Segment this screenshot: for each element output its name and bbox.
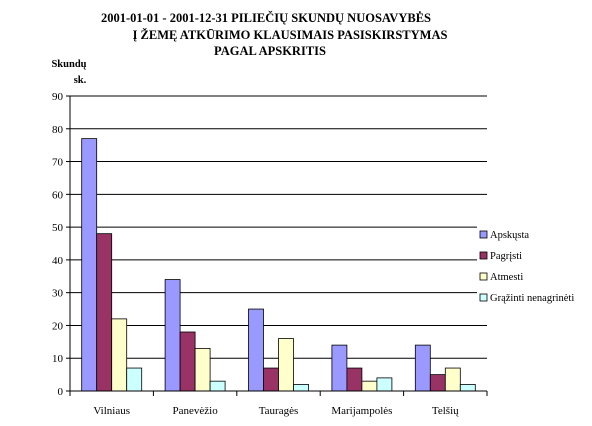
x-category-label: Vilniaus <box>93 405 130 417</box>
bar-3-3 <box>278 338 294 392</box>
x-axis-categories: Vilniaus Panevėžio Tauragės Marijampolės Tel… <box>69 391 488 417</box>
y-tick-label: 20 <box>52 320 64 332</box>
gridlines <box>70 95 487 359</box>
axes <box>69 96 487 392</box>
y-tick-label: 80 <box>52 124 64 136</box>
x-category-label: Marijampolės <box>331 405 392 417</box>
legend-swatch <box>479 293 488 302</box>
bar-4-5 <box>459 384 476 392</box>
legend-label: Grąžinti nenagrinėti <box>490 293 574 304</box>
bar-2-2 <box>179 331 196 392</box>
bar-4-1 <box>126 367 143 392</box>
legend-label: Apskųsta <box>490 230 529 241</box>
bar-3-2 <box>194 347 211 392</box>
bar-1-4 <box>331 344 348 392</box>
chart-title-line-2: Į ŽEMĘ ATKŪRIMO KLAUSIMAIS PASISKIRSTYMA… <box>133 28 448 42</box>
y-tick-label: 10 <box>52 353 64 365</box>
x-category-label: Panevėžio <box>172 405 218 417</box>
chart-title: 2001-01-01 - 2001-12-31 PILIEČIŲ SKUNDŲ … <box>101 11 447 58</box>
y-tick-label: 30 <box>52 288 64 300</box>
bar-2-4 <box>346 367 363 392</box>
y-tick-label: 0 <box>58 386 64 398</box>
y-axis-label-line-2: sk. <box>74 75 87 86</box>
bar-2-5 <box>429 374 446 392</box>
y-tick-label: 50 <box>52 222 64 234</box>
legend-swatch <box>479 251 488 260</box>
y-axis-label-line-1: Skundų <box>51 59 86 70</box>
legend-label: Pagrįsti <box>490 251 522 262</box>
bar-3-4 <box>361 380 378 392</box>
bar-4-2 <box>209 380 226 392</box>
bar-2-1 <box>96 233 113 392</box>
legend-box <box>477 225 589 323</box>
bar-4-3 <box>293 384 309 392</box>
y-axis-ticks: 0 10 20 30 40 50 60 70 80 90 <box>52 91 70 398</box>
y-tick-label: 90 <box>52 91 64 103</box>
bar-1-5 <box>414 344 431 392</box>
bar-1-1 <box>81 138 98 392</box>
chart-title-line-3: PAGAL APSKRITIS <box>214 44 326 58</box>
legend: Apskųsta Pagrįsti Atmesti Grąžinti nenagrin… <box>477 225 589 323</box>
x-category-label: Tauragės <box>259 405 299 417</box>
bar-1-2 <box>164 279 181 392</box>
y-tick-label: 60 <box>52 189 64 201</box>
legend-label: Atmesti <box>490 272 523 283</box>
bars <box>81 138 476 392</box>
y-tick-label: 70 <box>52 157 64 169</box>
bar-1-3 <box>248 308 264 392</box>
y-axis-label: Skundų sk. <box>51 59 86 86</box>
bar-3-5 <box>444 367 461 392</box>
bar-4-4 <box>376 377 393 392</box>
y-tick-label: 40 <box>52 255 64 267</box>
bar-3-1 <box>111 318 128 392</box>
bar-2-3 <box>263 367 279 392</box>
x-category-label: Telšių <box>432 405 459 417</box>
chart-title-line-1: 2001-01-01 - 2001-12-31 PILIEČIŲ SKUNDŲ … <box>101 11 431 25</box>
legend-swatch <box>479 272 488 281</box>
legend-swatch <box>479 230 488 239</box>
